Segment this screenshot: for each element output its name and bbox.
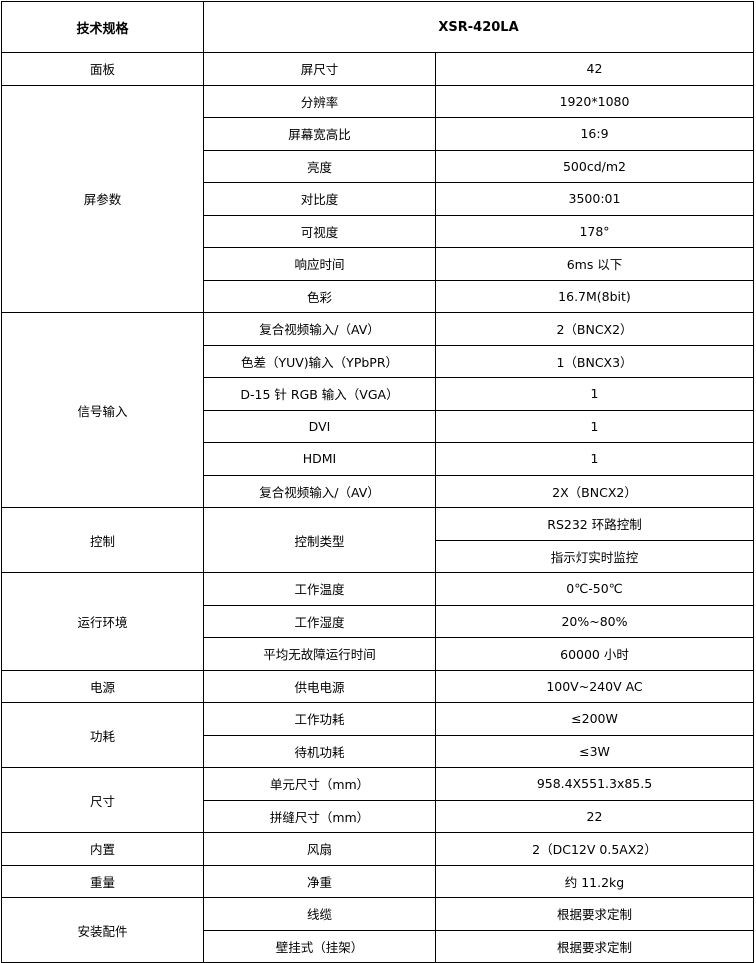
category-cell: 尺寸 [1, 767, 204, 833]
value-cell: 22 [435, 799, 754, 833]
table-row: 功耗 工作功耗 ≤200W [1, 702, 754, 768]
table-row: DVI 1 [2, 409, 754, 443]
value-cell: 6ms 以下 [435, 247, 754, 281]
table-row: 复合视频输入/（AV） 2X（BNCX2） [2, 474, 754, 508]
value-cell: 2X（BNCX2） [435, 474, 754, 508]
header-row: 技术规格 XSR-420LA [1, 1, 754, 53]
value-cell: 2（BNCX2） [435, 312, 754, 346]
item-cell: 控制类型 [203, 507, 436, 573]
item-cell: 分辨率 [203, 84, 436, 118]
item-cell: D-15 针 RGB 输入（VGA） [203, 377, 436, 411]
category-cell: 运行环境 [1, 572, 204, 671]
value-cell: ≤200W [435, 702, 754, 736]
value-cell: 2（DC12V 0.5AX2） [435, 832, 754, 866]
item-cell: 亮度 [203, 149, 436, 183]
table-row: 对比度 3500:01 [2, 182, 754, 216]
value-cell: 500cd/m2 [435, 149, 754, 183]
value-cell: ≤3W [435, 734, 754, 768]
table-row: 运行环境 工作温度 0℃-50℃ [1, 572, 754, 671]
item-cell: 复合视频输入/（AV） [203, 312, 436, 346]
table-row: 电源 供电电源 100V~240V AC [1, 669, 754, 703]
value-cell: 958.4X551.3x85.5 [435, 767, 754, 801]
table-row: 色彩 16.7M(8bit) [2, 279, 754, 313]
value-cell: 0℃-50℃ [435, 572, 754, 606]
header-label: 技术规格 [1, 1, 204, 53]
category-cell: 内置 [1, 832, 204, 866]
item-cell: 待机功耗 [203, 734, 436, 768]
item-cell: 净重 [203, 864, 436, 898]
header-model: XSR-420LA [203, 1, 754, 53]
item-cell: 工作湿度 [203, 604, 436, 638]
value-cell: 20%~80% [435, 604, 754, 638]
item-cell: DVI [203, 409, 436, 443]
item-cell: 工作功耗 [203, 702, 436, 736]
value-cell: 1 [435, 377, 754, 411]
value-cell: 42 [435, 52, 754, 86]
value-cell: 1 [435, 409, 754, 443]
table-row: 信号输入 复合视频输入/（AV） 2（BNCX2） [1, 312, 754, 508]
value-cell: RS232 环路控制 [435, 507, 754, 541]
table-row: HDMI 1 [2, 442, 754, 476]
item-cell: 工作温度 [203, 572, 436, 606]
value-cell: 1920*1080 [435, 84, 754, 118]
item-cell: 色彩 [203, 279, 436, 313]
table-row: 待机功耗 ≤3W [2, 734, 754, 768]
value-cell: 1（BNCX3） [435, 344, 754, 378]
item-cell: 对比度 [203, 182, 436, 216]
category-cell: 控制 [1, 507, 204, 573]
item-cell: 供电电源 [203, 669, 436, 703]
table-row: 指示灯实时监控 [2, 539, 754, 573]
category-cell: 面板 [1, 52, 204, 86]
value-cell: 60000 小时 [435, 637, 754, 671]
category-cell: 电源 [1, 669, 204, 703]
category-cell: 重量 [1, 864, 204, 898]
item-cell: 可视度 [203, 214, 436, 248]
value-cell: 根据要求定制 [435, 929, 754, 963]
table-row: 可视度 178° [2, 214, 754, 248]
item-cell: 风扇 [203, 832, 436, 866]
item-cell: 色差（YUV)输入（YPbPR） [203, 344, 436, 378]
value-cell: 16:9 [435, 117, 754, 151]
value-cell: 约 11.2kg [435, 864, 754, 898]
item-cell: 平均无故障运行时间 [203, 637, 436, 671]
table-row: 屏参数 分辨率 1920*1080 [1, 84, 754, 313]
table-row: 尺寸 单元尺寸（mm） 958.4X551.3x85.5 [1, 767, 754, 833]
value-cell: 3500:01 [435, 182, 754, 216]
table-row: 内置 风扇 2（DC12V 0.5AX2） [1, 832, 754, 866]
table-row: 色差（YUV)输入（YPbPR） 1（BNCX3） [2, 344, 754, 378]
value-cell: 1 [435, 442, 754, 476]
table-row: 响应时间 6ms 以下 [2, 247, 754, 281]
table-row: 屏幕宽高比 16:9 [2, 117, 754, 151]
item-cell: 响应时间 [203, 247, 436, 281]
category-cell: 功耗 [1, 702, 204, 768]
item-cell: HDMI [203, 442, 436, 476]
category-cell: 安装配件 [1, 897, 204, 963]
item-cell: 壁挂式（挂架） [203, 929, 436, 963]
table-row: 平均无故障运行时间 60000 小时 [2, 637, 754, 671]
category-cell: 屏参数 [1, 84, 204, 313]
table-row: 亮度 500cd/m2 [2, 149, 754, 183]
value-cell: 指示灯实时监控 [435, 539, 754, 573]
table-row: 安装配件 线缆 根据要求定制 [1, 897, 754, 963]
value-cell: 100V~240V AC [435, 669, 754, 703]
value-cell: 16.7M(8bit) [435, 279, 754, 313]
value-cell: 178° [435, 214, 754, 248]
item-cell: 屏尺寸 [203, 52, 436, 86]
item-cell: 线缆 [203, 897, 436, 931]
table-row: 面板 屏尺寸 42 [1, 52, 754, 86]
item-cell: 单元尺寸（mm） [203, 767, 436, 801]
category-cell: 信号输入 [1, 312, 204, 508]
item-cell: 复合视频输入/（AV） [203, 474, 436, 508]
table-row: 重量 净重约 11.2kg [1, 864, 754, 898]
table-row: D-15 针 RGB 输入（VGA） 1 [2, 377, 754, 411]
value-cell: 根据要求定制 [435, 897, 754, 931]
table-row: 控制 控制类型 RS232 环路控制 [1, 507, 754, 573]
item-cell: 屏幕宽高比 [203, 117, 436, 151]
item-cell: 拼缝尺寸（mm） [203, 799, 436, 833]
table-row: 壁挂式（挂架） 根据要求定制 [2, 929, 754, 963]
